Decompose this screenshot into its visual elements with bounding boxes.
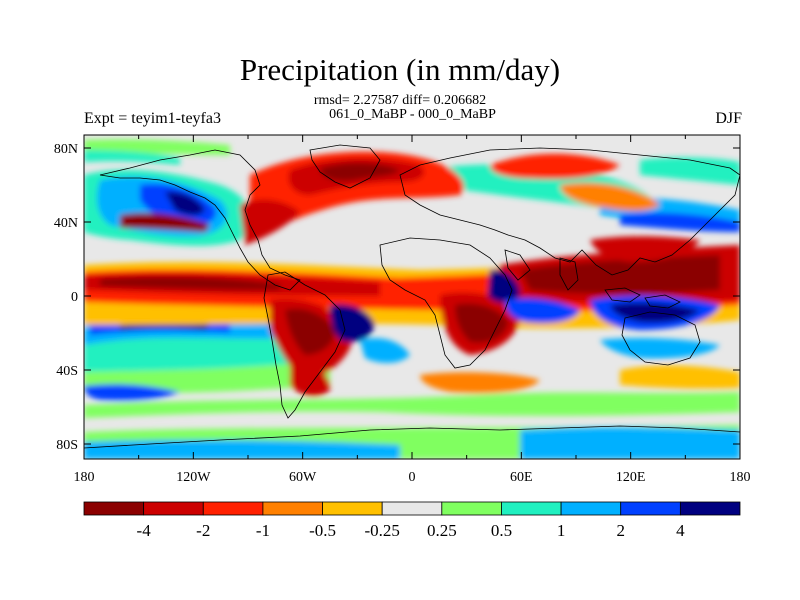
- lon-tick-label: 0: [409, 470, 416, 485]
- colorbar-label: -0.25: [364, 521, 399, 540]
- colorbar-box: [441, 501, 502, 516]
- lat-tick-label: 0: [71, 290, 78, 305]
- colorbar-box: [620, 501, 681, 516]
- colorbar-label: 0.25: [427, 521, 457, 540]
- colorbar: -4 -2 -1 -0.5 -0.25 0.25 0.5 1 2 4: [83, 501, 741, 540]
- axis-ticks: [83, 135, 741, 459]
- colorbar-box: [262, 501, 323, 516]
- colorbar-box: [679, 501, 741, 516]
- lon-tick-label: 60W: [289, 470, 317, 485]
- colorbar-label: -2: [196, 521, 210, 540]
- lat-tick-label: 80N: [54, 142, 78, 157]
- colorbar-label: 1: [557, 521, 566, 540]
- contour-fill-layer: [84, 139, 740, 459]
- lat-tick-label: 40N: [54, 216, 78, 231]
- lat-tick-label: 80S: [56, 438, 78, 453]
- colorbar-box: [83, 501, 145, 516]
- colorbar-label: -0.5: [309, 521, 336, 540]
- colorbar-box: [381, 501, 443, 516]
- colorbar-label: -1: [256, 521, 270, 540]
- stats-block: rmsd= 2.27587 diff= 0.206682 061_0_MaBP …: [0, 94, 800, 122]
- colorbar-box: [322, 501, 383, 516]
- colorbar-label: 0.5: [491, 521, 512, 540]
- axis-labels: 80N 40N 0 40S 80S 180 120W 60W 0 60E 120E 180: [54, 142, 751, 485]
- lat-tick-label: 40S: [56, 364, 78, 379]
- map-field: [84, 135, 740, 459]
- coastline-outlines: [84, 144, 740, 449]
- colorbar-label: -4: [137, 521, 152, 540]
- rmsd-diff-line: rmsd= 2.27587 diff= 0.206682: [313, 93, 487, 108]
- lon-tick-label: 180: [74, 470, 95, 485]
- page-title: Precipitation (in mm/day): [239, 52, 561, 87]
- experiment-label: Expt = teyim1-teyfa3: [84, 110, 221, 127]
- lon-tick-label: 120E: [616, 470, 646, 485]
- lon-tick-label: 120W: [176, 470, 211, 485]
- colorbar-box: [560, 501, 622, 516]
- colorbar-box: [202, 501, 264, 516]
- lon-tick-label: 60E: [510, 470, 533, 485]
- colorbar-label: 2: [616, 521, 625, 540]
- colorbar-box: [501, 501, 562, 516]
- colorbar-label: 4: [676, 521, 685, 540]
- lon-tick-label: 180: [730, 470, 751, 485]
- experiment-subtitle: 061_0_MaBP - 000_0_MaBP: [329, 107, 496, 122]
- season-label: DJF: [715, 110, 742, 127]
- colorbar-box: [143, 501, 204, 516]
